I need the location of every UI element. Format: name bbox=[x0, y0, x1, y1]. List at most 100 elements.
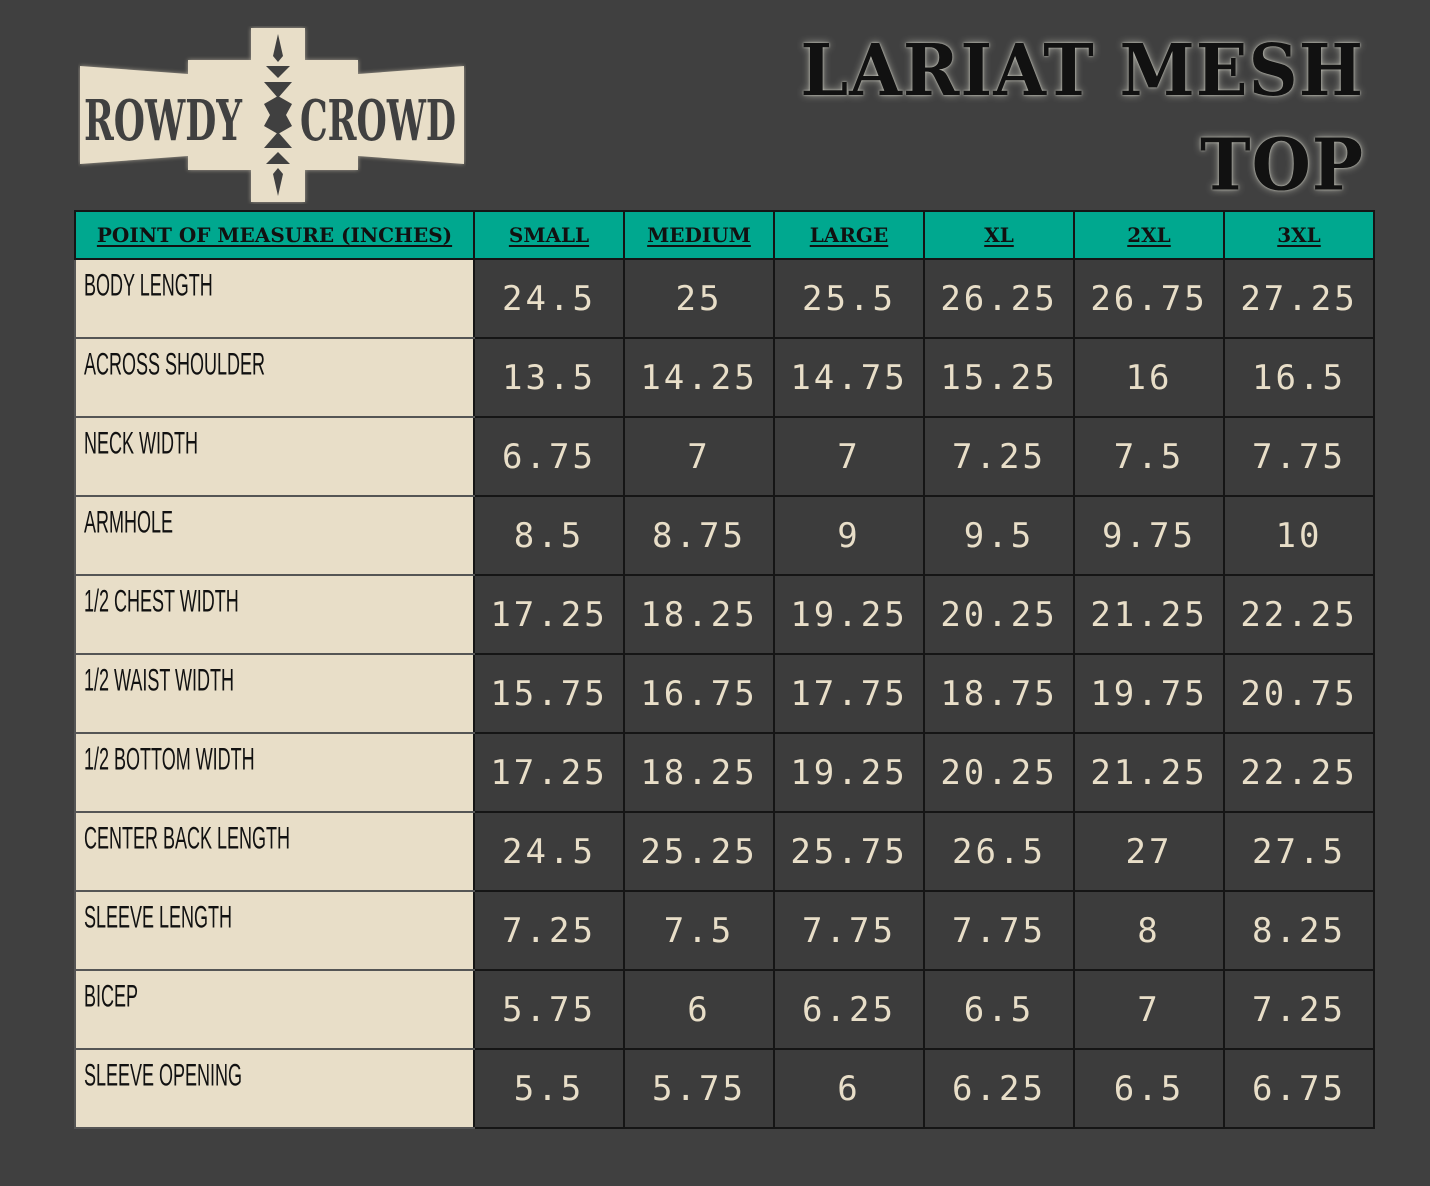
header-size: LARGE bbox=[773, 210, 925, 260]
table-row: 1/2 CHEST WIDTH 17.25 18.25 19.25 20.25 21.25… bbox=[74, 574, 1375, 655]
header-size: SMALL bbox=[473, 210, 625, 260]
measure-label: 1/2 BOTTOM WIDTH bbox=[74, 732, 475, 813]
header-point-of-measure: POINT OF MEASURE (INCHES) bbox=[74, 210, 475, 260]
measure-label: CENTER BACK LENGTH bbox=[74, 811, 475, 892]
measure-value: 7 bbox=[773, 416, 925, 497]
measure-value: 25.5 bbox=[773, 258, 925, 339]
measure-value: 7.25 bbox=[923, 416, 1075, 497]
product-title: LARIAT MESH TOP bbox=[800, 24, 1364, 213]
measure-value: 17.25 bbox=[473, 732, 625, 813]
measure-label: ARMHOLE bbox=[74, 495, 475, 576]
measure-value: 21.25 bbox=[1073, 732, 1225, 813]
table-row: ARMHOLE 8.5 8.75 9 9.5 9.75 10 bbox=[74, 495, 1375, 576]
measure-value: 25.75 bbox=[773, 811, 925, 892]
measure-value: 7.5 bbox=[623, 890, 775, 971]
table-row: ACROSS SHOULDER 13.5 14.25 14.75 15.25 16 16.5 bbox=[74, 337, 1375, 418]
title-line-1: LARIAT MESH bbox=[800, 28, 1364, 113]
measure-label-text: NECK WIDTH bbox=[84, 426, 198, 461]
size-chart-table: POINT OF MEASURE (INCHES) SMALL MEDIUM LARG… bbox=[74, 210, 1375, 1129]
measure-value: 27 bbox=[1073, 811, 1225, 892]
measure-value: 8.5 bbox=[473, 495, 625, 576]
measure-value: 7.25 bbox=[473, 890, 625, 971]
measure-value: 9.5 bbox=[923, 495, 1075, 576]
measure-value: 24.5 bbox=[473, 811, 625, 892]
measure-label-text: BICEP bbox=[84, 979, 139, 1014]
measure-label: SLEEVE OPENING bbox=[74, 1048, 475, 1129]
measure-value: 27.5 bbox=[1223, 811, 1375, 892]
measure-value: 16 bbox=[1073, 337, 1225, 418]
measure-value: 26.5 bbox=[923, 811, 1075, 892]
measure-value: 27.25 bbox=[1223, 258, 1375, 339]
svg-text:CROWD: CROWD bbox=[300, 88, 456, 154]
rowdy-crowd-logo: ROWDY CROWD bbox=[80, 28, 464, 202]
measure-label: SLEEVE LENGTH bbox=[74, 890, 475, 971]
header-size: XL bbox=[923, 210, 1075, 260]
measure-value: 9 bbox=[773, 495, 925, 576]
table-row: 1/2 BOTTOM WIDTH 17.25 18.25 19.25 20.25 21.2… bbox=[74, 732, 1375, 813]
header-size: MEDIUM bbox=[623, 210, 775, 260]
measure-value: 20.75 bbox=[1223, 653, 1375, 734]
measure-label: 1/2 WAIST WIDTH bbox=[74, 653, 475, 734]
measure-value: 13.5 bbox=[473, 337, 625, 418]
measure-value: 8.25 bbox=[1223, 890, 1375, 971]
measure-label-text: 1/2 CHEST WIDTH bbox=[84, 584, 239, 619]
measure-value: 7 bbox=[623, 416, 775, 497]
measure-value: 7.5 bbox=[1073, 416, 1225, 497]
measure-value: 22.25 bbox=[1223, 732, 1375, 813]
table-row: 1/2 WAIST WIDTH 15.75 16.75 17.75 18.75 19.75… bbox=[74, 653, 1375, 734]
measure-value: 25 bbox=[623, 258, 775, 339]
measure-value: 18.25 bbox=[623, 732, 775, 813]
aztec-arrow-icon bbox=[264, 34, 292, 196]
measure-value: 6 bbox=[623, 969, 775, 1050]
table-row: NECK WIDTH 6.75 7 7 7.25 7.5 7.75 bbox=[74, 416, 1375, 497]
measure-value: 14.25 bbox=[623, 337, 775, 418]
measure-label-text: ACROSS SHOULDER bbox=[84, 347, 266, 382]
measure-value: 6.75 bbox=[473, 416, 625, 497]
measure-label-text: ARMHOLE bbox=[84, 505, 174, 540]
header-row: POINT OF MEASURE (INCHES) SMALL MEDIUM LARG… bbox=[74, 210, 1375, 260]
measure-label: NECK WIDTH bbox=[74, 416, 475, 497]
measure-value: 6.25 bbox=[773, 969, 925, 1050]
measure-value: 6.25 bbox=[923, 1048, 1075, 1129]
measure-value: 8.75 bbox=[623, 495, 775, 576]
measure-value: 7.75 bbox=[1223, 416, 1375, 497]
table-row: CENTER BACK LENGTH 24.5 25.25 25.75 26.5 27 27… bbox=[74, 811, 1375, 892]
measure-value: 6.5 bbox=[1073, 1048, 1225, 1129]
measure-value: 6.75 bbox=[1223, 1048, 1375, 1129]
measure-value: 5.75 bbox=[473, 969, 625, 1050]
measure-value: 17.25 bbox=[473, 574, 625, 655]
measure-value: 7.25 bbox=[1223, 969, 1375, 1050]
measure-value: 19.75 bbox=[1073, 653, 1225, 734]
measure-value: 26.25 bbox=[923, 258, 1075, 339]
measure-value: 5.5 bbox=[473, 1048, 625, 1129]
header-size: 3XL bbox=[1223, 210, 1375, 260]
measure-value: 16.5 bbox=[1223, 337, 1375, 418]
measure-value: 26.75 bbox=[1073, 258, 1225, 339]
measure-value: 17.75 bbox=[773, 653, 925, 734]
header-size: 2XL bbox=[1073, 210, 1225, 260]
measure-value: 5.75 bbox=[623, 1048, 775, 1129]
measure-value: 8 bbox=[1073, 890, 1225, 971]
table-row: BODY LENGTH 24.5 25 25.5 26.25 26.75 27.25 bbox=[74, 258, 1375, 339]
measure-value: 10 bbox=[1223, 495, 1375, 576]
measure-label-text: BODY LENGTH bbox=[84, 268, 213, 303]
measure-value: 24.5 bbox=[473, 258, 625, 339]
measure-value: 25.25 bbox=[623, 811, 775, 892]
measure-label-text: SLEEVE OPENING bbox=[84, 1058, 243, 1093]
measure-value: 9.75 bbox=[1073, 495, 1225, 576]
measure-value: 18.75 bbox=[923, 653, 1075, 734]
measure-label-text: CENTER BACK LENGTH bbox=[84, 821, 291, 856]
measure-label-text: SLEEVE LENGTH bbox=[84, 900, 233, 935]
measure-value: 6.5 bbox=[923, 969, 1075, 1050]
measure-value: 15.75 bbox=[473, 653, 625, 734]
measure-value: 22.25 bbox=[1223, 574, 1375, 655]
measure-value: 6 bbox=[773, 1048, 925, 1129]
measure-label: 1/2 CHEST WIDTH bbox=[74, 574, 475, 655]
svg-text:ROWDY: ROWDY bbox=[84, 88, 243, 154]
measure-value: 20.25 bbox=[923, 732, 1075, 813]
title-line-2: TOP bbox=[1200, 123, 1364, 208]
measure-value: 15.25 bbox=[923, 337, 1075, 418]
measure-value: 7 bbox=[1073, 969, 1225, 1050]
table-row: BICEP 5.75 6 6.25 6.5 7 7.25 bbox=[74, 969, 1375, 1050]
measure-label: ACROSS SHOULDER bbox=[74, 337, 475, 418]
